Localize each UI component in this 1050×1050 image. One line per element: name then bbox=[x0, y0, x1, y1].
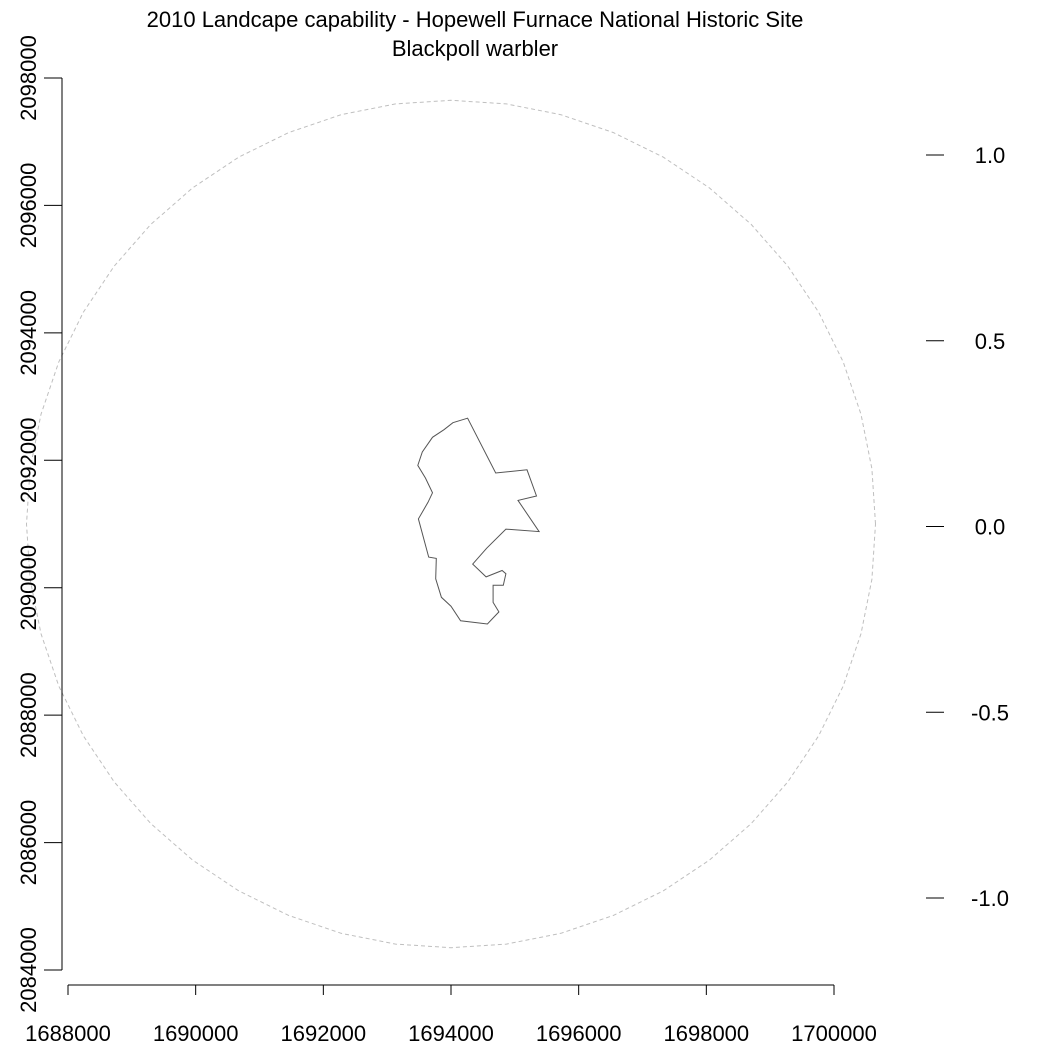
park-boundary bbox=[417, 417, 541, 625]
legend-scale: 1.0 0.5 0.0 -0.5 -1.0 bbox=[926, 143, 1009, 911]
x-tick-label: 1688000 bbox=[25, 1021, 111, 1046]
buffer-circle-layer bbox=[25, 99, 877, 949]
x-axis: 1688000 1690000 1692000 1694000 1696000 16980… bbox=[25, 984, 877, 1046]
legend-tick-label: 1.0 bbox=[975, 143, 1006, 168]
y-tick-label: 2090000 bbox=[16, 545, 41, 631]
x-tick-label: 1700000 bbox=[791, 1021, 877, 1046]
legend-tick-label: -0.5 bbox=[971, 700, 1009, 725]
x-tick-label: 1694000 bbox=[408, 1021, 494, 1046]
x-tick-label: 1698000 bbox=[664, 1021, 750, 1046]
park-boundary-layer bbox=[417, 417, 541, 625]
x-tick-label: 1690000 bbox=[153, 1021, 239, 1046]
y-tick-label: 2094000 bbox=[16, 290, 41, 376]
y-tick-label: 2096000 bbox=[16, 163, 41, 249]
y-tick-label: 2084000 bbox=[16, 927, 41, 1013]
legend-tick-label: -1.0 bbox=[971, 886, 1009, 911]
legend-tick-label: 0.0 bbox=[975, 515, 1006, 540]
x-tick-label: 1696000 bbox=[536, 1021, 622, 1046]
y-tick-label: 2088000 bbox=[16, 672, 41, 758]
legend-tick-label: 0.5 bbox=[975, 329, 1006, 354]
y-axis: 2084000 2086000 2088000 2090000 2092000 20940… bbox=[16, 35, 63, 1013]
x-tick-label: 1692000 bbox=[281, 1021, 367, 1046]
map-subtitle: Blackpoll warbler bbox=[392, 36, 558, 61]
y-tick-label: 2098000 bbox=[16, 35, 41, 121]
y-tick-label: 2086000 bbox=[16, 800, 41, 886]
y-tick-label: 2092000 bbox=[16, 417, 41, 503]
buffer-circle bbox=[25, 99, 877, 949]
map-title: 2010 Landcape capability - Hopewell Furn… bbox=[147, 7, 804, 32]
